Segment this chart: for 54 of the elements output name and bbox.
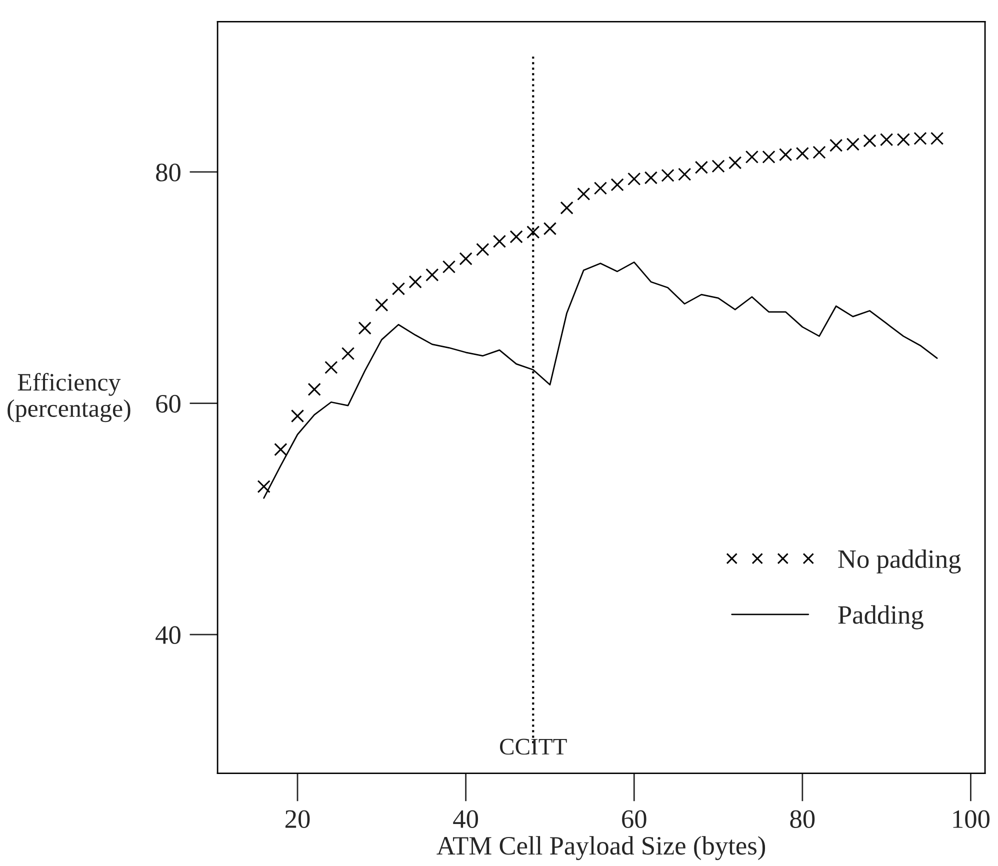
x-tick-label: 20 — [285, 810, 310, 828]
point — [594, 182, 608, 195]
legend-label: No padding — [838, 549, 961, 574]
x-tick-label: 60 — [622, 810, 646, 828]
point — [274, 442, 288, 456]
point — [408, 275, 422, 288]
point — [728, 156, 742, 170]
point — [846, 138, 860, 151]
point — [459, 252, 472, 266]
point — [628, 172, 641, 186]
point — [324, 360, 338, 374]
point — [896, 133, 910, 146]
point — [694, 160, 708, 174]
point — [880, 133, 894, 146]
point — [830, 138, 843, 152]
point — [442, 260, 456, 274]
point — [526, 226, 540, 239]
point — [661, 168, 674, 182]
point — [476, 242, 490, 256]
point — [392, 282, 406, 296]
x-tick-label: 80 — [790, 810, 815, 828]
x-axis-title: ATM Cell Payload Size (bytes) — [436, 836, 766, 860]
point — [290, 409, 304, 423]
point — [543, 222, 557, 236]
x-tick-label: 40 — [453, 810, 478, 828]
point — [712, 160, 725, 173]
point — [762, 150, 776, 164]
point — [678, 168, 692, 181]
point — [308, 382, 321, 396]
point — [426, 268, 439, 282]
point — [510, 230, 523, 244]
legend-label: Padding — [838, 605, 924, 630]
point — [812, 146, 826, 159]
y-tick-label: 80 — [156, 164, 180, 182]
point — [375, 298, 388, 312]
point — [779, 148, 792, 162]
point — [610, 178, 624, 192]
point — [930, 132, 944, 146]
point — [257, 480, 270, 494]
point — [914, 132, 927, 146]
point — [863, 134, 876, 148]
point — [341, 346, 355, 360]
ref-line-label: CCITT — [500, 738, 567, 755]
point — [644, 171, 658, 184]
y-axis-title: Efficiency (percentage) — [8, 372, 130, 422]
point — [577, 187, 590, 201]
y-tick-label: 40 — [156, 626, 180, 644]
point — [492, 234, 506, 248]
point — [560, 201, 574, 214]
point — [358, 322, 372, 335]
x-tick-label: 100 — [953, 810, 990, 828]
point — [745, 150, 758, 164]
y-tick-label: 60 — [156, 394, 180, 413]
point — [796, 146, 809, 160]
